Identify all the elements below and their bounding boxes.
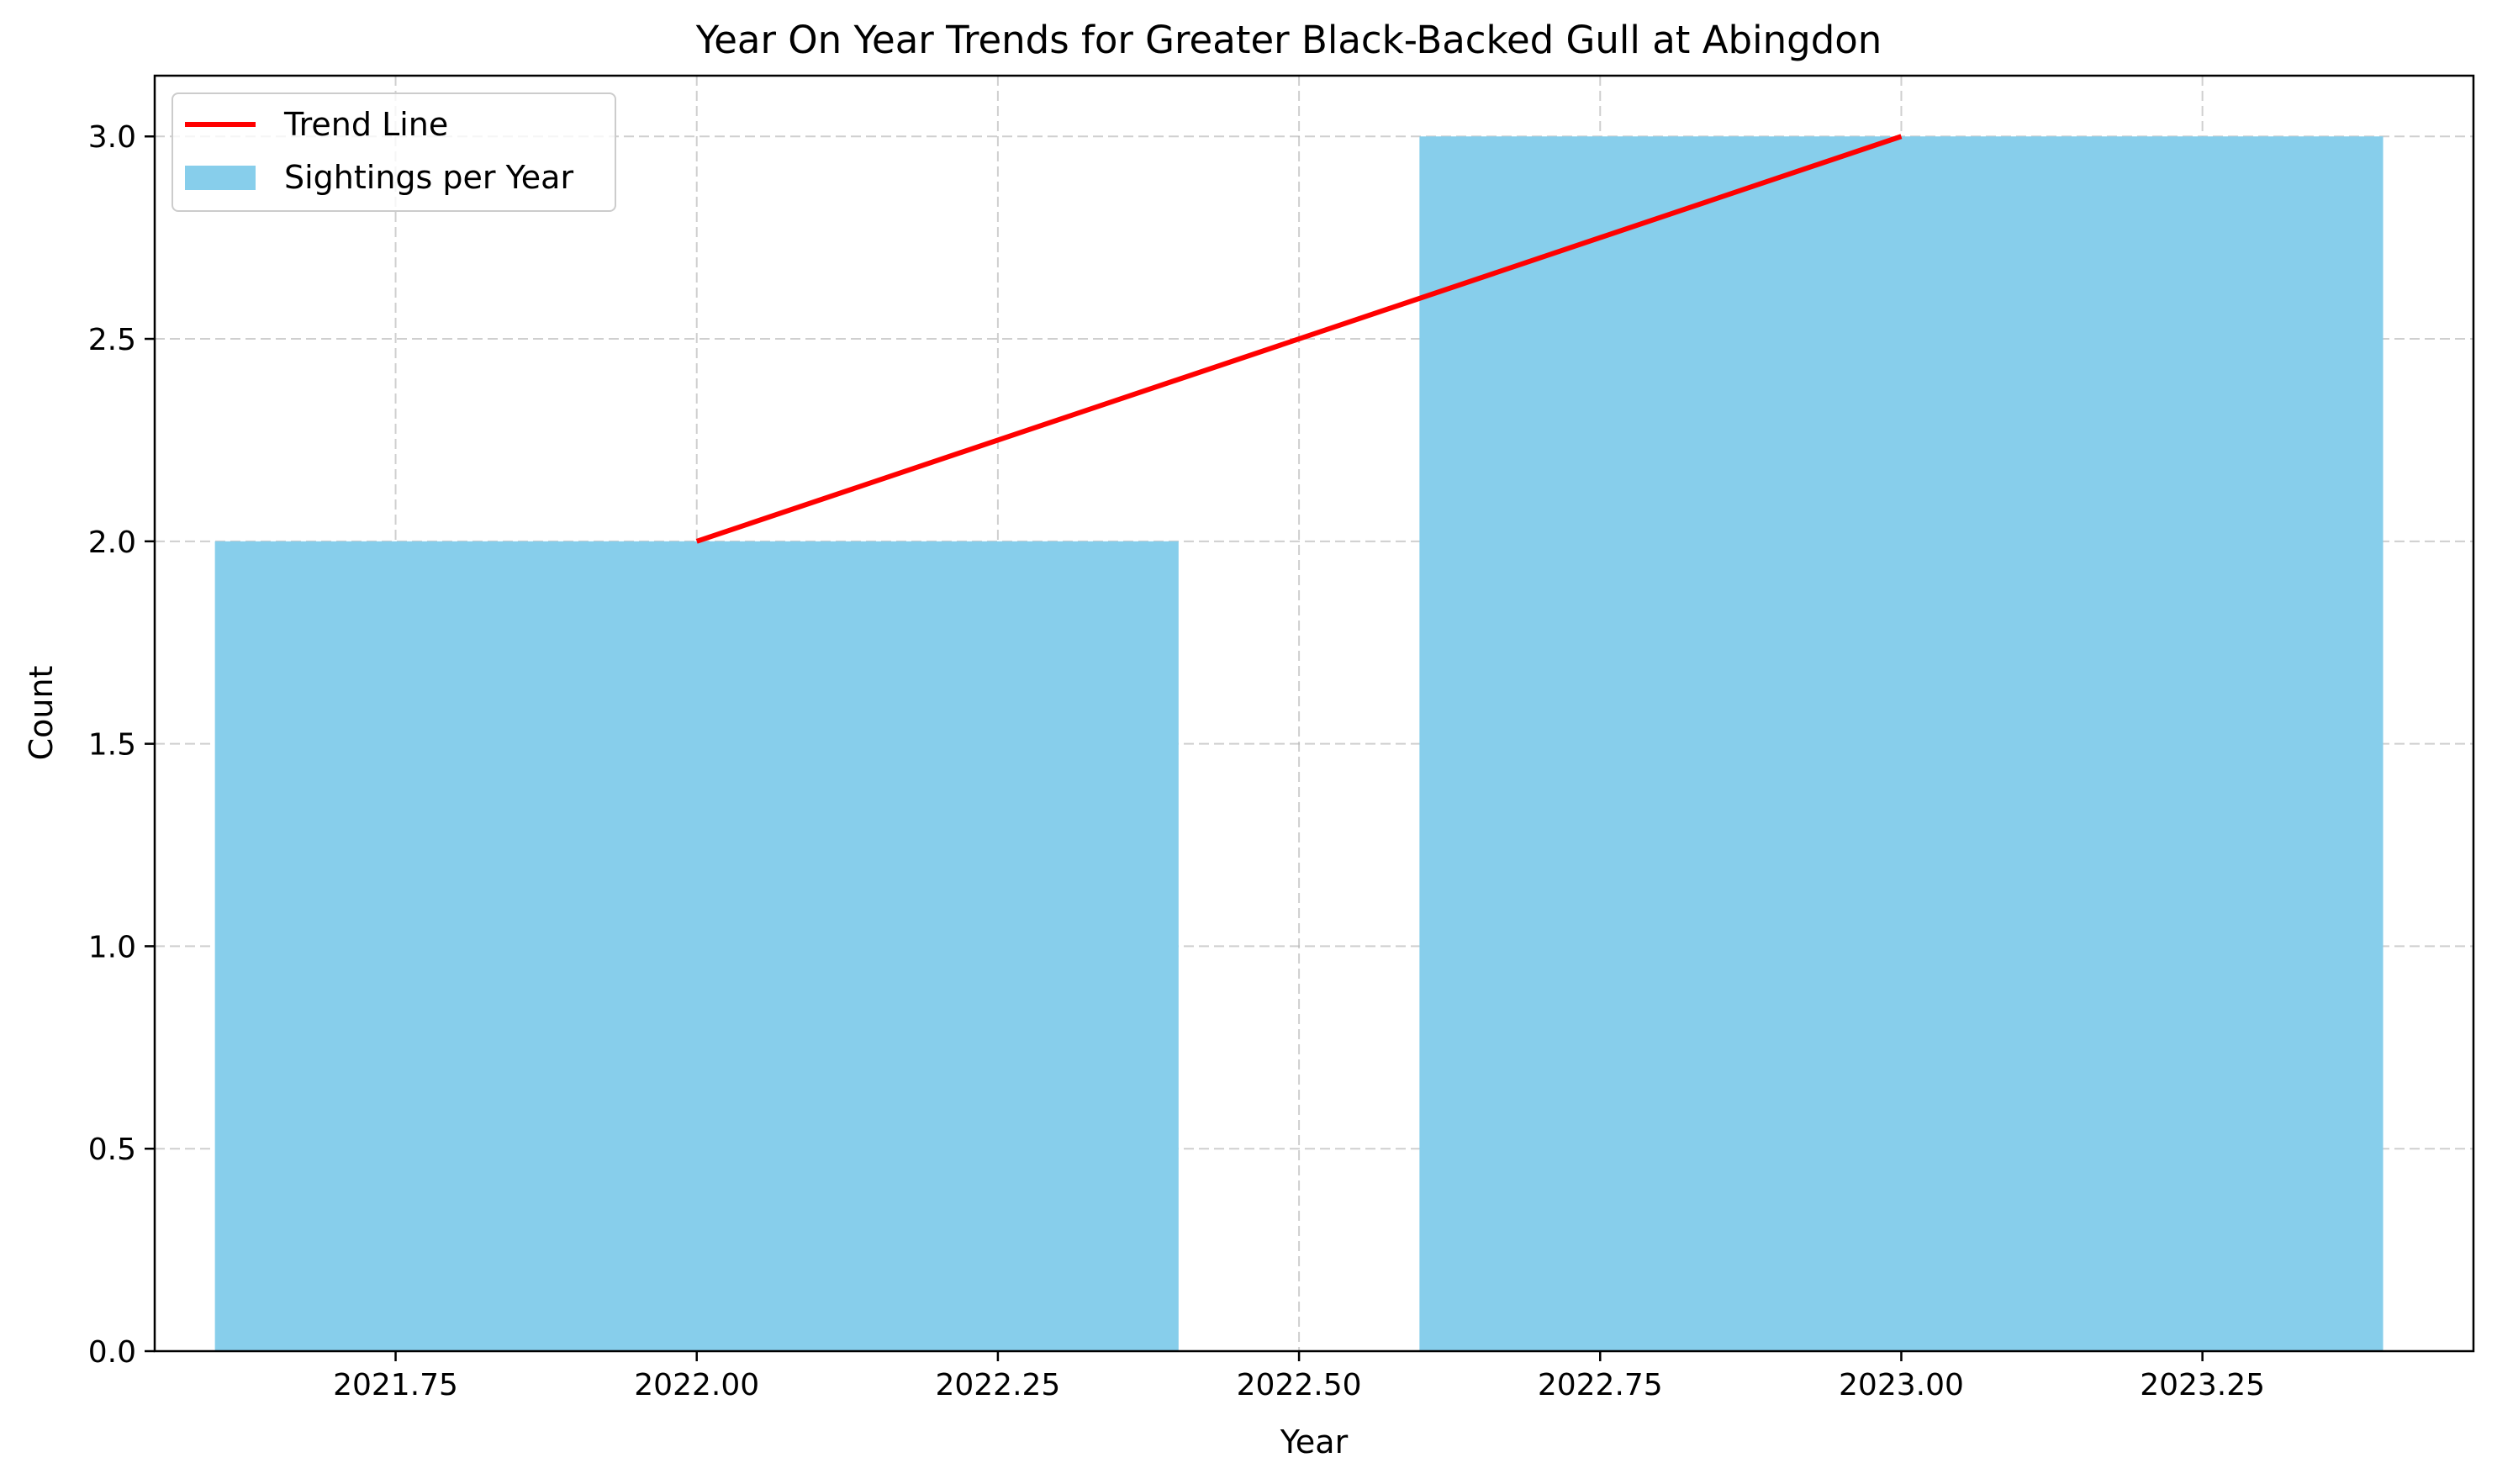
x-tick-label-4: 2022.75 xyxy=(1538,1368,1663,1402)
bar-1 xyxy=(1419,136,2384,1352)
plot-frame xyxy=(153,74,2475,1353)
x-tick-label-3: 2022.50 xyxy=(1237,1368,1362,1402)
bars xyxy=(214,136,2384,1352)
y-tick-label-4: 2.0 xyxy=(88,525,136,560)
x-axis-label: Year xyxy=(1280,1423,1349,1460)
y-axis-label: Count xyxy=(23,666,60,761)
chart-title: Year On Year Trends for Greater Black-Ba… xyxy=(695,18,1882,62)
y-tick-label-2: 1.0 xyxy=(88,930,136,964)
legend-label-trend-line: Trend Line xyxy=(283,106,448,143)
trend-line xyxy=(695,134,1903,544)
legend-label-sightings: Sightings per Year xyxy=(284,159,573,196)
y-axis: 0.0 0.5 1.0 1.5 2.0 2.5 3.0 xyxy=(88,120,155,1370)
y-tick-label-0: 0.0 xyxy=(88,1335,136,1370)
y-tick-label-6: 3.0 xyxy=(88,120,136,155)
lines xyxy=(695,134,1903,544)
x-tick-label-0: 2021.75 xyxy=(333,1368,458,1402)
legend: Trend Line Sightings per Year xyxy=(172,92,616,212)
x-tick-label-6: 2023.25 xyxy=(2140,1368,2265,1402)
bar-0 xyxy=(214,541,1179,1351)
x-tick-label-2: 2022.25 xyxy=(935,1368,1060,1402)
legend-box xyxy=(172,92,616,212)
y-tick-label-3: 1.5 xyxy=(88,728,136,763)
x-tick-label-1: 2022.00 xyxy=(634,1368,759,1402)
x-tick-label-5: 2023.00 xyxy=(1839,1368,1964,1402)
x-axis: 2021.75 2022.00 2022.25 2022.50 2022.75 2023.… xyxy=(333,1351,2265,1402)
legend-swatch-sightings xyxy=(185,166,256,190)
y-tick-label-1: 0.5 xyxy=(88,1133,136,1167)
y-tick-label-5: 2.5 xyxy=(88,323,136,357)
